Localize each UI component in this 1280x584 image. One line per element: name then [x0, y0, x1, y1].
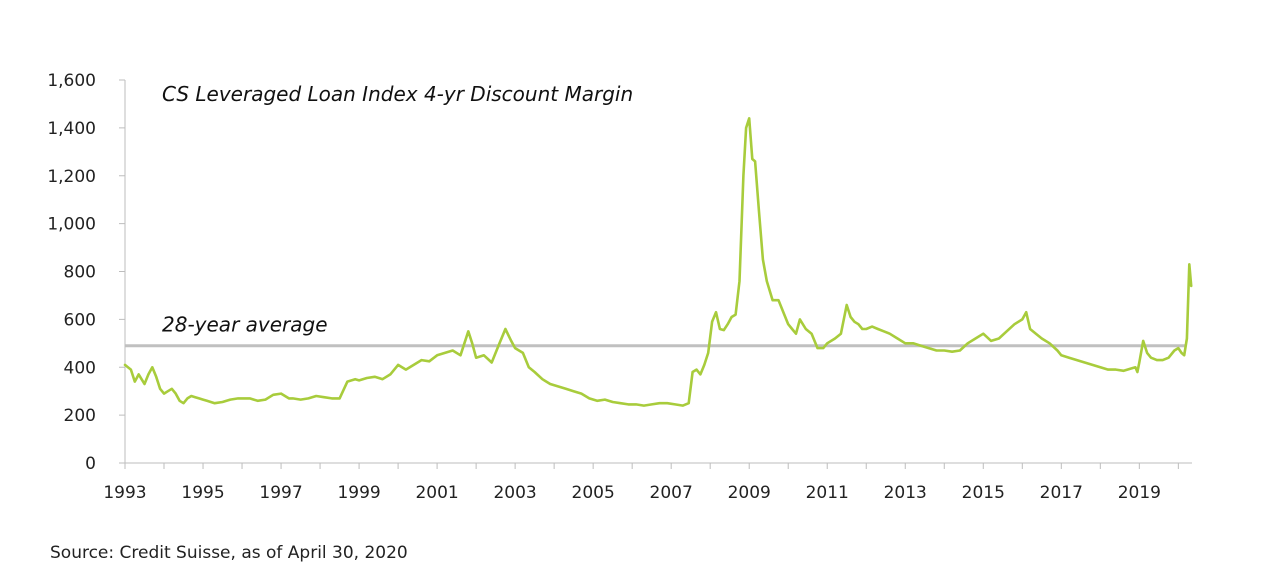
x-tick-label: 1995 — [181, 483, 224, 503]
chart-title: CS Leveraged Loan Index 4-yr Discount Ma… — [162, 82, 633, 106]
y-axis: 0 200 400 600 800 1,000 1,200 1,400 1,600 — [47, 71, 126, 474]
x-tick-label: 2015 — [962, 483, 1005, 503]
x-tick-label: 1997 — [259, 483, 302, 503]
y-tick-label: 400 — [64, 358, 96, 378]
y-tick-label: 1,600 — [47, 71, 96, 91]
x-tick-label: 2009 — [728, 483, 771, 503]
y-tick-label: 1,000 — [47, 215, 96, 235]
x-tick-label: 2005 — [572, 483, 615, 503]
x-tick-label: 2007 — [650, 483, 693, 503]
x-tick-label: 2003 — [493, 483, 536, 503]
y-tick-label: 800 — [64, 263, 96, 283]
x-tick-label: 2013 — [884, 483, 927, 503]
series-group — [123, 117, 1193, 407]
y-tick-label: 1,200 — [47, 167, 96, 187]
chart: CS Leveraged Loan Index 4-yr Discount Ma… — [47, 71, 1193, 503]
series-line — [123, 117, 1193, 407]
y-tick-label: 0 — [85, 454, 96, 474]
x-tick-label: 2011 — [806, 483, 849, 503]
x-tick-label: 2019 — [1118, 483, 1161, 503]
y-tick-label: 600 — [64, 310, 96, 330]
x-tick-label: 2001 — [415, 483, 458, 503]
source-note: Source: Credit Suisse, as of April 30, 2… — [50, 543, 408, 563]
y-tick-label: 1,400 — [47, 119, 96, 139]
average-label: 28-year average — [162, 313, 328, 337]
y-tick-label: 200 — [64, 406, 96, 426]
x-tick-label: 2017 — [1040, 483, 1083, 503]
x-axis: 1993 1995 1997 1999 2001 2003 2005 2007 2009 2011… — [103, 462, 1192, 503]
average-group: 28-year average — [125, 313, 1186, 348]
x-tick-label: 1993 — [103, 483, 146, 503]
x-tick-label: 1999 — [337, 483, 380, 503]
